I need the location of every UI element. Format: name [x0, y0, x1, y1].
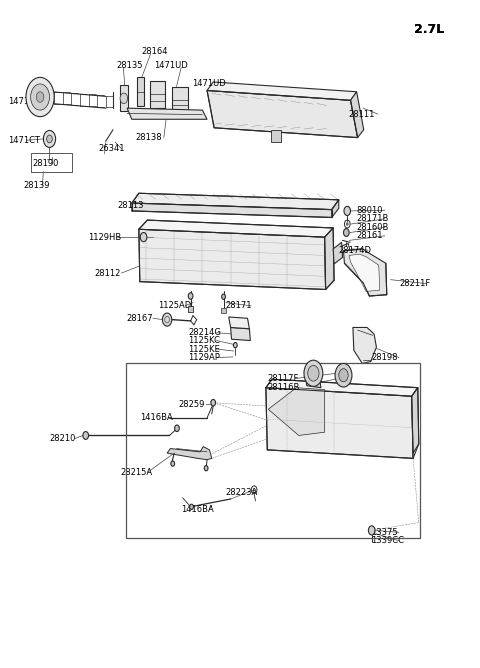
Circle shape	[204, 466, 208, 471]
Text: 28171B: 28171B	[357, 214, 389, 223]
Polygon shape	[266, 379, 418, 396]
Text: 1471CT: 1471CT	[9, 136, 41, 145]
Text: 28198: 28198	[372, 353, 398, 362]
Circle shape	[31, 84, 49, 110]
Polygon shape	[412, 387, 419, 453]
Circle shape	[346, 222, 348, 225]
Circle shape	[222, 294, 226, 299]
Text: 1125AD: 1125AD	[157, 301, 191, 311]
Polygon shape	[306, 379, 321, 387]
Polygon shape	[230, 327, 251, 341]
Text: 28116B: 28116B	[267, 383, 300, 391]
Circle shape	[26, 77, 54, 117]
Text: 88010: 88010	[357, 206, 383, 215]
Polygon shape	[172, 87, 188, 115]
Polygon shape	[344, 249, 387, 296]
Polygon shape	[139, 220, 333, 237]
Text: 28214G: 28214G	[188, 328, 221, 337]
Text: 28190: 28190	[32, 159, 59, 168]
Text: 28259: 28259	[178, 400, 204, 409]
Text: 28113: 28113	[118, 200, 144, 210]
Circle shape	[308, 365, 319, 381]
Text: 2.7L: 2.7L	[414, 23, 444, 36]
Text: 28215A: 28215A	[120, 468, 152, 477]
Polygon shape	[207, 90, 358, 138]
Polygon shape	[150, 81, 165, 108]
Polygon shape	[268, 387, 324, 436]
Text: 28112: 28112	[94, 269, 120, 278]
Text: 28111: 28111	[348, 110, 374, 118]
Polygon shape	[350, 92, 364, 138]
Text: 28223A: 28223A	[226, 488, 258, 497]
Circle shape	[162, 313, 172, 326]
Text: 1471DP: 1471DP	[9, 97, 41, 106]
Text: 28117F: 28117F	[267, 374, 299, 383]
Circle shape	[36, 92, 44, 102]
Polygon shape	[132, 203, 332, 218]
Text: 1125KC: 1125KC	[188, 336, 220, 345]
Circle shape	[175, 425, 180, 432]
Polygon shape	[127, 108, 207, 120]
Text: 28161: 28161	[357, 231, 383, 240]
Circle shape	[304, 360, 323, 386]
Text: 1416BA: 1416BA	[181, 505, 214, 514]
Text: 28135: 28135	[117, 61, 143, 70]
Circle shape	[120, 93, 128, 104]
Bar	[31, 154, 72, 172]
Polygon shape	[333, 242, 343, 264]
Text: 1471UD: 1471UD	[155, 61, 188, 70]
Circle shape	[171, 461, 175, 466]
Polygon shape	[353, 327, 376, 363]
Bar	[221, 308, 226, 313]
Text: 1125KE: 1125KE	[188, 345, 220, 353]
Circle shape	[369, 526, 375, 535]
Circle shape	[344, 206, 350, 216]
Circle shape	[140, 232, 147, 242]
Text: 28167: 28167	[126, 314, 153, 323]
Polygon shape	[207, 82, 357, 100]
Text: 1129HB: 1129HB	[88, 232, 122, 242]
Polygon shape	[132, 193, 339, 210]
Circle shape	[211, 399, 216, 406]
Text: 28174D: 28174D	[339, 246, 372, 255]
Text: 28211F: 28211F	[399, 279, 430, 288]
Polygon shape	[137, 77, 144, 106]
Text: 28160B: 28160B	[357, 223, 389, 232]
Polygon shape	[120, 86, 128, 112]
Polygon shape	[228, 317, 250, 329]
Bar	[126, 363, 420, 538]
Text: 28171: 28171	[225, 301, 252, 311]
Circle shape	[233, 343, 237, 348]
Bar	[188, 306, 193, 312]
Text: 28138: 28138	[135, 133, 162, 142]
Polygon shape	[266, 387, 413, 458]
Circle shape	[83, 432, 88, 440]
Text: 1129AP: 1129AP	[188, 353, 220, 362]
Circle shape	[190, 504, 193, 510]
Polygon shape	[332, 200, 339, 218]
Circle shape	[335, 363, 352, 387]
Polygon shape	[349, 254, 380, 291]
Text: 28164: 28164	[141, 47, 168, 55]
Polygon shape	[167, 447, 212, 460]
Text: 1339CC: 1339CC	[371, 536, 404, 545]
Text: 28210: 28210	[49, 434, 76, 444]
Circle shape	[188, 293, 193, 299]
Circle shape	[43, 130, 56, 148]
Circle shape	[253, 488, 255, 491]
Text: 26341: 26341	[99, 144, 125, 153]
Bar	[271, 130, 281, 142]
Circle shape	[47, 135, 52, 143]
Text: 1471UD: 1471UD	[192, 79, 226, 88]
Text: 1416BA: 1416BA	[140, 413, 173, 422]
Text: 28139: 28139	[24, 181, 50, 190]
Text: 2.7L: 2.7L	[414, 23, 444, 36]
Polygon shape	[324, 228, 334, 289]
Circle shape	[344, 228, 349, 236]
Polygon shape	[139, 229, 325, 289]
Circle shape	[339, 369, 348, 382]
Text: 13375: 13375	[371, 528, 397, 537]
